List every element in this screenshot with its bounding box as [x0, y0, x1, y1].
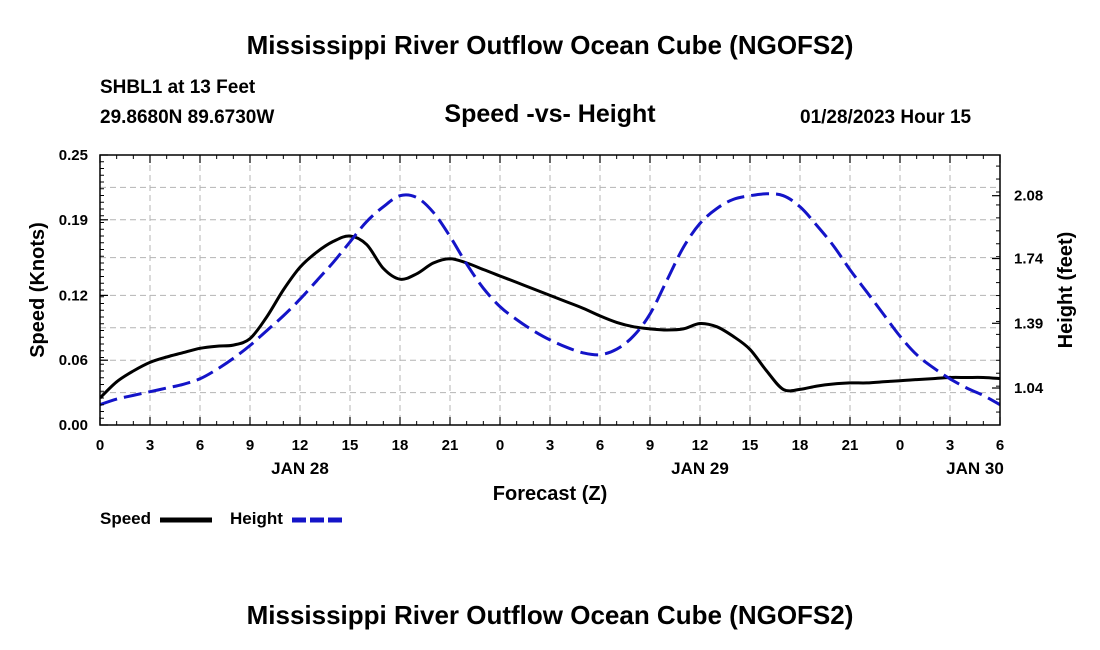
x-tick-label: 12 — [692, 437, 709, 454]
date-label: JAN 28 — [271, 459, 329, 478]
forecast-timestamp: 01/28/2023 Hour 15 — [800, 107, 972, 128]
x-tick-label: 18 — [392, 437, 409, 454]
y2-tick-label: 2.08 — [1014, 188, 1043, 205]
y-tick-label: 0.19 — [59, 212, 88, 229]
y2-tick-label: 1.04 — [1014, 380, 1044, 397]
legend-swatches — [160, 517, 342, 523]
station-label: SHBL1 at 13 Feet — [100, 77, 256, 98]
x-tick-label: 21 — [842, 437, 859, 454]
date-label: JAN 29 — [671, 459, 729, 478]
y2-axis-label: Height (feet) — [1055, 232, 1077, 349]
footer-title: Mississippi River Outflow Ocean Cube (NG… — [246, 600, 854, 630]
series-line-speed — [100, 234, 1000, 400]
x-tick-label: 12 — [292, 437, 309, 454]
x-tick-label: 0 — [896, 437, 904, 454]
x-tick-label: 18 — [792, 437, 809, 454]
y-tick-label: 0.12 — [59, 287, 88, 304]
x-tick-label: 3 — [146, 437, 154, 454]
x-tick-label: 9 — [246, 437, 254, 454]
plot-title: Speed -vs- Height — [444, 100, 656, 128]
legend-speed-label: Speed — [100, 509, 152, 528]
grid-layer — [100, 155, 1000, 425]
x-tick-label: 15 — [742, 437, 759, 454]
x-tick-label: 0 — [496, 437, 504, 454]
x-tick-label: 0 — [96, 437, 104, 454]
y-tick-label: 0.00 — [59, 417, 88, 434]
main-title: Mississippi River Outflow Ocean Cube (NG… — [246, 30, 854, 60]
x-tick-label: 3 — [946, 437, 954, 454]
x-tick-label: 21 — [442, 437, 459, 454]
y-axis-label: Speed (Knots) — [27, 222, 49, 358]
y2-tick-label: 1.39 — [1014, 315, 1043, 332]
series-line-height — [100, 192, 1000, 407]
x-axis-label: Forecast (Z) — [493, 483, 607, 505]
x-tick-label: 6 — [996, 437, 1004, 454]
x-tick-label: 3 — [546, 437, 554, 454]
date-label: JAN 30 — [946, 459, 1004, 478]
y-tick-label: 0.06 — [59, 352, 88, 369]
x-tick-label: 6 — [596, 437, 604, 454]
station-coords: 29.8680N 89.6730W — [100, 107, 275, 128]
axes-layer: 0 3 6 9 12 15 18 21 0 3 6 9 12 15 18 21 0 3 6 JAN 28 JAN 29 J… — [59, 147, 1044, 478]
y2-tick-label: 1.74 — [1014, 251, 1044, 268]
series-layer — [100, 192, 1000, 407]
legend-height-label: Height — [230, 509, 283, 528]
y-tick-label: 0.25 — [59, 147, 88, 164]
x-tick-label: 15 — [342, 437, 359, 454]
x-tick-label: 6 — [196, 437, 204, 454]
x-tick-label: 9 — [646, 437, 654, 454]
